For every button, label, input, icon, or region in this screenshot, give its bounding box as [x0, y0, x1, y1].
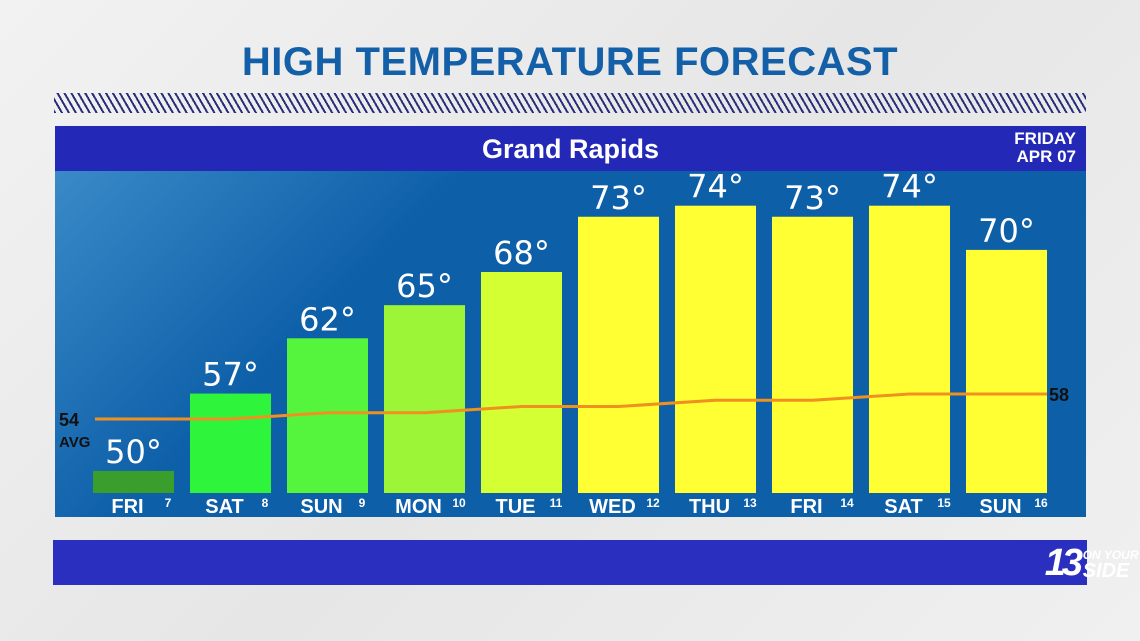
date-number: 10 — [452, 496, 466, 510]
date-number: 7 — [165, 496, 172, 510]
city-name: Grand Rapids — [481, 134, 660, 164]
panel-header: Grand Rapids FRIDAY APR 07 — [55, 126, 1086, 171]
date-number: 8 — [262, 496, 269, 510]
day-label: FRI — [111, 496, 143, 517]
day-label: WED — [589, 496, 636, 517]
date-weekday: FRIDAY — [1014, 129, 1076, 148]
average-end-label: 58 — [1049, 385, 1069, 405]
temperature-chart: 50° FRI 7 57° SAT 8 62° SUN 9 65° MON 10 68° TUE 11 73°… — [59, 171, 1069, 517]
date-number: 9 — [359, 496, 366, 510]
day-label: SUN — [979, 496, 1021, 517]
bar — [675, 205, 756, 493]
value-label: 57° — [202, 356, 259, 394]
date-number: 16 — [1034, 496, 1048, 510]
station-logo: 13 ON YOUR SIDE — [1044, 542, 1139, 584]
value-label: 74° — [881, 171, 938, 206]
bar — [578, 216, 659, 493]
day-label: SUN — [300, 496, 342, 517]
bar — [481, 272, 562, 493]
logo-tag1: ON YOUR — [1082, 548, 1139, 562]
date-number: 14 — [840, 496, 854, 510]
bar — [966, 249, 1047, 493]
day-label: THU — [689, 496, 730, 517]
footer-bar: 13 ON YOUR SIDE — [53, 540, 1139, 585]
page-title: HIGH TEMPERATURE FORECAST — [241, 40, 899, 84]
day-label: SAT — [884, 496, 923, 517]
logo-tag2: SIDE — [1082, 560, 1130, 582]
chart-area: 50° FRI 7 57° SAT 8 62° SUN 9 65° MON 10 68° TUE 11 73°… — [55, 171, 1086, 517]
value-label: 70° — [978, 212, 1035, 250]
date-day: APR 07 — [1016, 147, 1076, 166]
value-label: 73° — [590, 179, 647, 217]
forecast-panel: Grand Rapids FRIDAY APR 07 50° FRI 7 57° SAT… — [55, 126, 1086, 517]
bar — [93, 470, 174, 493]
bar — [190, 393, 271, 493]
bar — [772, 216, 853, 493]
day-label: FRI — [790, 496, 822, 517]
value-label: 68° — [493, 234, 550, 272]
date-number: 13 — [743, 496, 757, 510]
average-line — [95, 392, 1047, 421]
logo-number: 13 — [1044, 542, 1083, 584]
date-number: 12 — [646, 496, 660, 510]
day-label: MON — [395, 496, 442, 517]
date-label: FRIDAY APR 07 — [1014, 130, 1076, 166]
value-label: 50° — [105, 433, 162, 471]
value-label: 73° — [784, 179, 841, 217]
hatch-divider — [54, 93, 1086, 113]
day-label: SAT — [205, 496, 244, 517]
date-number: 11 — [550, 496, 563, 510]
value-label: 65° — [396, 267, 453, 305]
average-sub-label: AVG — [59, 434, 90, 451]
average-start-label: 54 — [59, 410, 79, 430]
day-label: TUE — [496, 496, 536, 517]
date-number: 15 — [937, 496, 951, 510]
value-label: 62° — [299, 300, 356, 338]
bar — [384, 305, 465, 493]
bar — [869, 205, 950, 493]
value-label: 74° — [687, 171, 744, 206]
